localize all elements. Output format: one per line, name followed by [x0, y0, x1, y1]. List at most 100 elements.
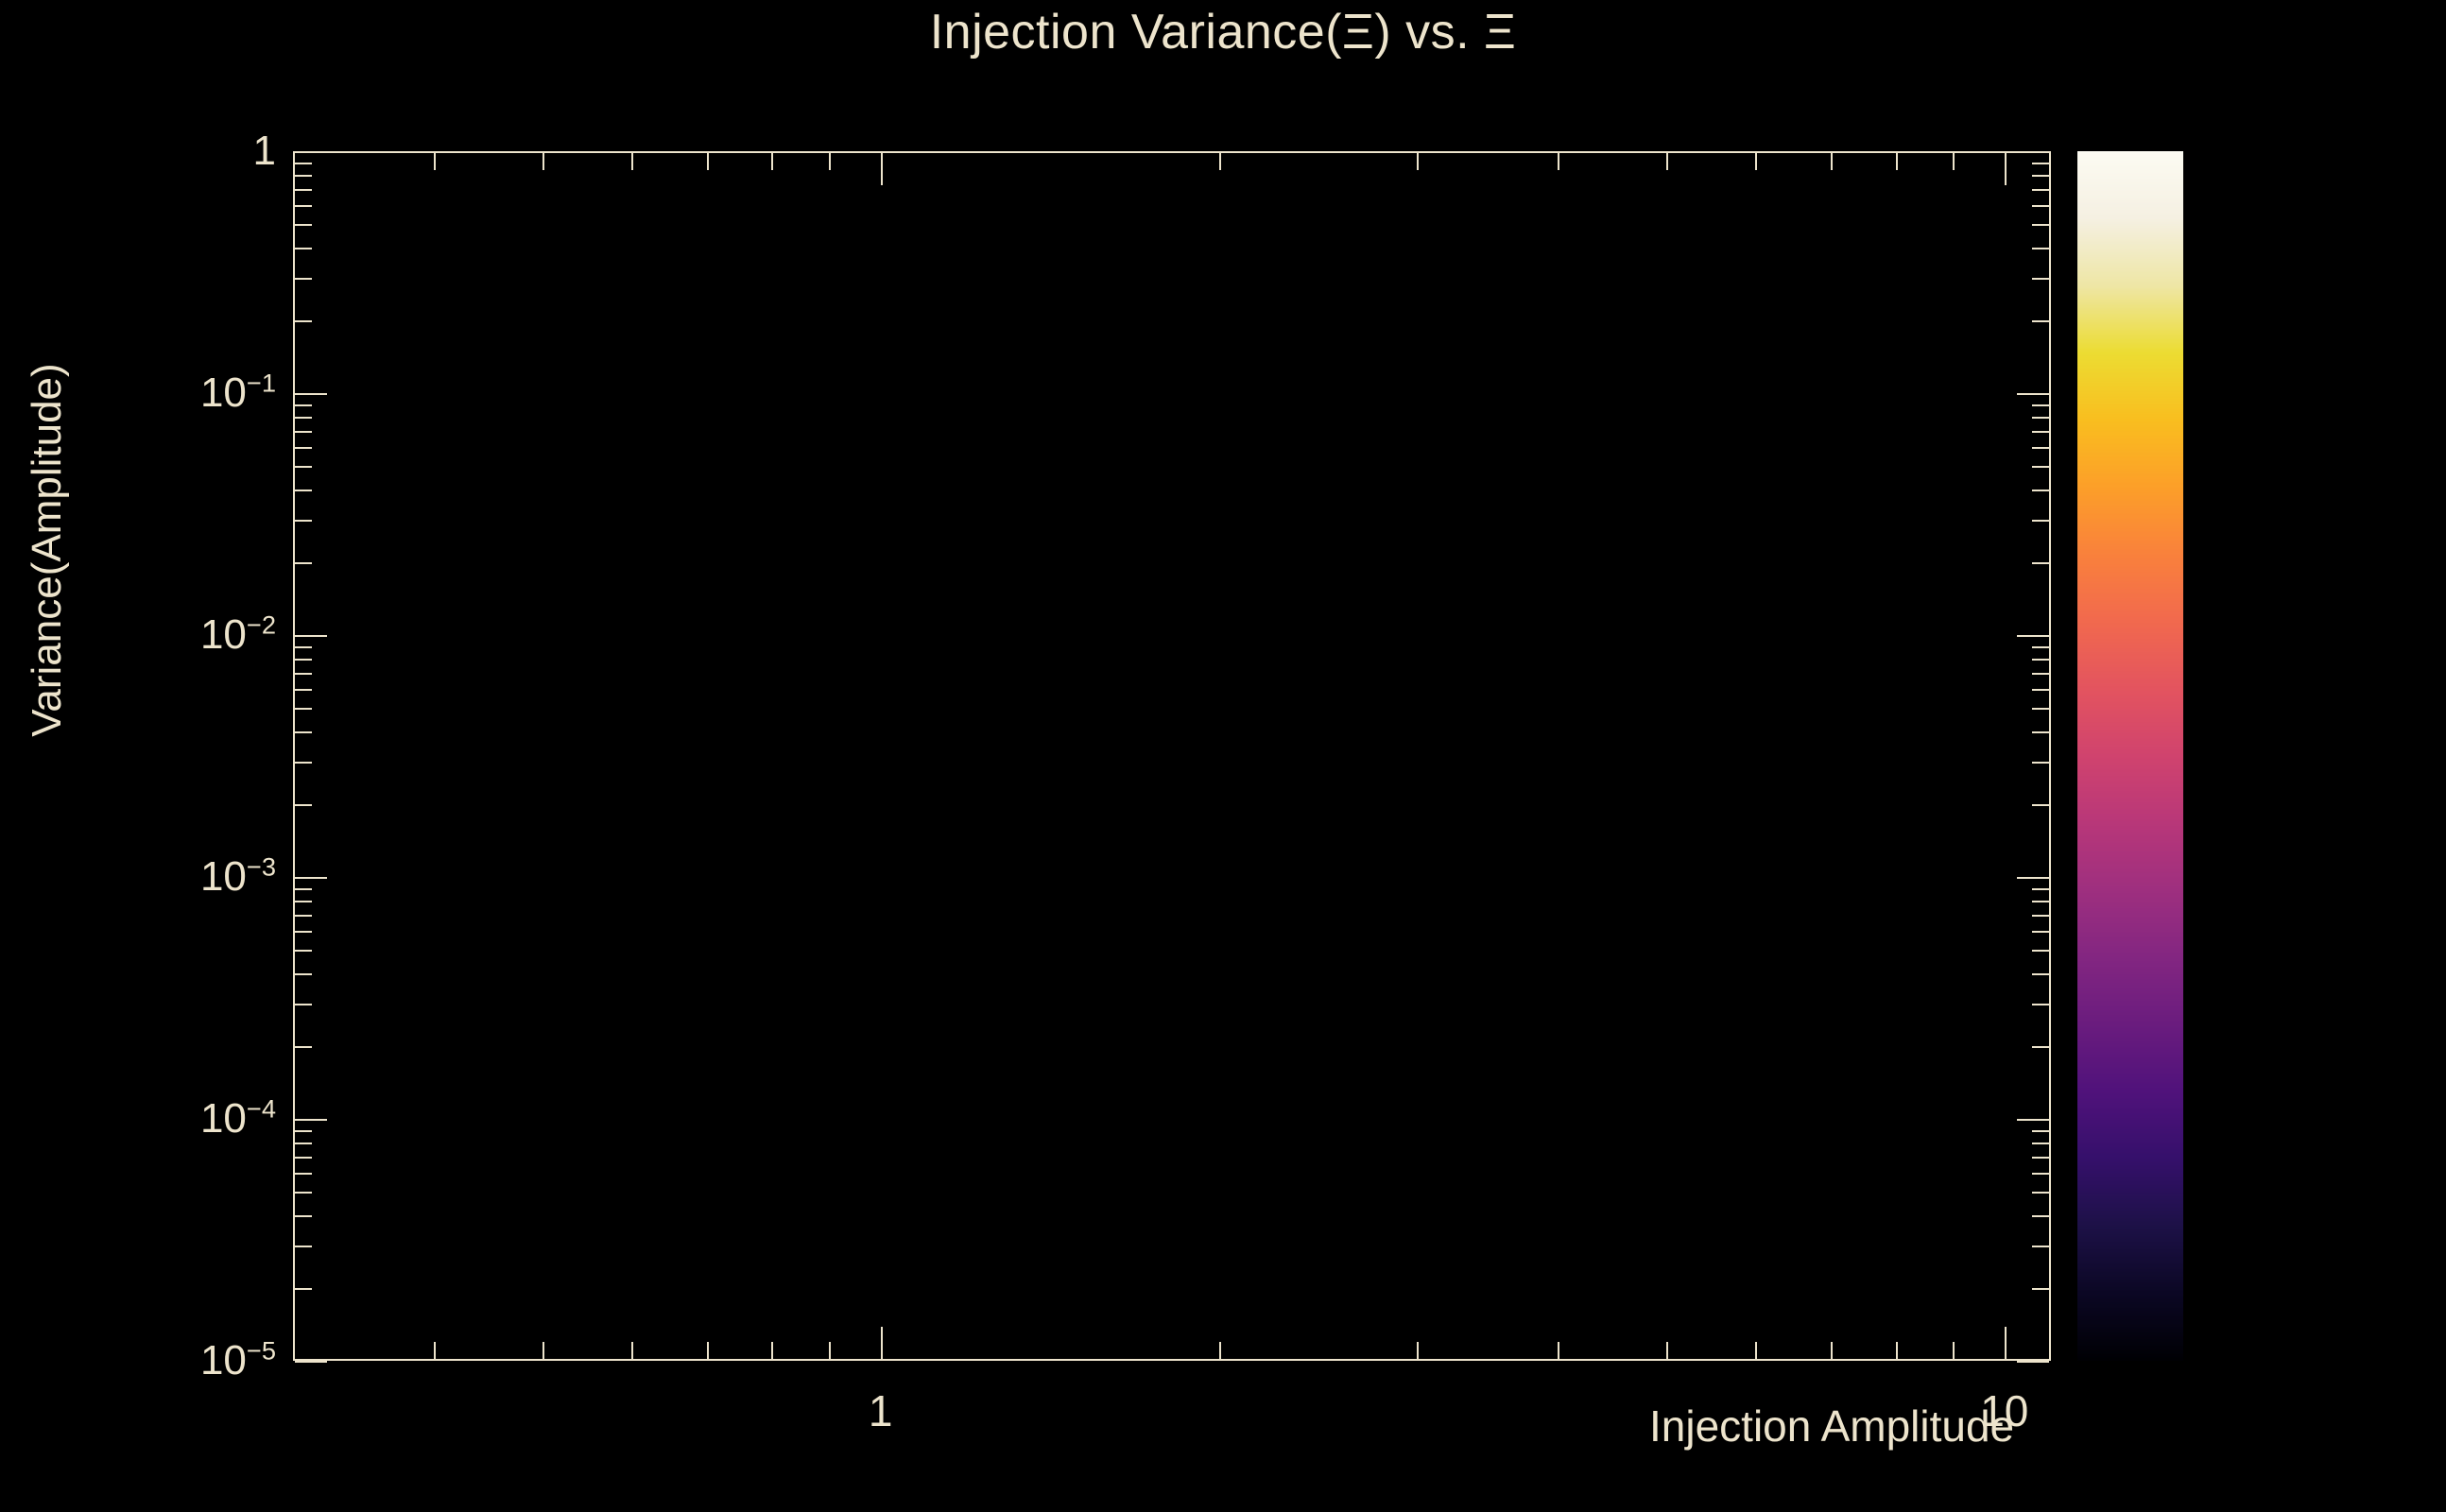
top-tick [2004, 153, 2007, 185]
left-tick [295, 224, 312, 227]
bottom-tick [1665, 1342, 1668, 1359]
top-tick [880, 153, 883, 185]
top-tick [1417, 153, 1420, 170]
bottom-tick [1754, 1342, 1757, 1359]
right-tick [2032, 730, 2049, 733]
right-tick [2032, 446, 2049, 449]
left-tick [295, 204, 312, 207]
left-tick [295, 416, 312, 419]
right-tick [2032, 1214, 2049, 1217]
right-tick [2032, 174, 2049, 177]
top-tick [771, 153, 774, 170]
right-tick [2032, 672, 2049, 675]
left-tick [295, 1245, 312, 1247]
y-tick-label: 1 [252, 128, 276, 174]
right-tick [2032, 803, 2049, 806]
colorbar-gradient [2077, 151, 2183, 1361]
heatmap-canvas [293, 151, 2051, 1361]
y-tick-label: 10−1 [199, 368, 276, 416]
top-tick [1754, 153, 1757, 170]
left-tick [295, 1192, 312, 1194]
right-tick [2032, 466, 2049, 469]
right-tick [2032, 1129, 2049, 1132]
right-tick [2032, 319, 2049, 322]
left-tick [295, 561, 312, 564]
right-tick [2032, 224, 2049, 227]
top-tick [1895, 153, 1898, 170]
left-tick [295, 658, 312, 661]
x-tick-label: 1 [868, 1386, 893, 1435]
left-tick [295, 188, 312, 191]
top-tick [1218, 153, 1221, 170]
x-axis-tick-labels: 1 10 [293, 1389, 2051, 1446]
left-tick [295, 1003, 312, 1005]
left-tick [295, 730, 312, 733]
right-tick [2032, 489, 2049, 491]
left-tick [295, 972, 312, 975]
right-tick [2032, 519, 2049, 522]
left-tick [295, 688, 312, 691]
left-tick [295, 1361, 327, 1363]
left-tick [295, 393, 327, 395]
left-tick [295, 635, 327, 637]
y-axis-title: Variance(Amplitude) [24, 363, 70, 737]
right-tick [2032, 1245, 2049, 1247]
bottom-tick [1953, 1342, 1955, 1359]
right-tick [2032, 277, 2049, 280]
top-tick [630, 153, 633, 170]
left-tick [295, 708, 312, 711]
top-tick [293, 153, 295, 170]
left-tick [295, 151, 327, 153]
y-tick-label: 10−2 [199, 610, 276, 658]
left-tick [295, 319, 312, 322]
right-tick [2032, 247, 2049, 249]
right-tick [2032, 162, 2049, 164]
bottom-tick [433, 1342, 436, 1359]
colorbar-tick-labels [2193, 151, 2420, 1361]
right-tick [2032, 204, 2049, 207]
left-tick [295, 672, 312, 675]
right-tick [2032, 188, 2049, 191]
right-tick [2032, 1142, 2049, 1144]
bottom-tick [771, 1342, 774, 1359]
right-tick [2017, 877, 2049, 879]
left-tick [295, 761, 312, 764]
left-tick [295, 1156, 312, 1159]
right-tick [2032, 404, 2049, 406]
right-tick [2032, 900, 2049, 902]
left-tick [295, 430, 312, 433]
y-tick-label: 10−3 [199, 851, 276, 900]
top-tick [829, 153, 832, 170]
y-tick-label: 10−5 [199, 1335, 276, 1383]
x-axis-title: Injection Amplitude [1649, 1401, 2015, 1451]
right-tick [2032, 430, 2049, 433]
bottom-tick [293, 1342, 295, 1359]
bottom-tick [1417, 1342, 1420, 1359]
right-tick [2032, 416, 2049, 419]
bottom-tick [1830, 1342, 1833, 1359]
left-tick [295, 645, 312, 648]
right-tick [2032, 645, 2049, 648]
left-tick [295, 277, 312, 280]
left-tick [295, 404, 312, 406]
left-tick [295, 877, 327, 879]
bottom-tick [880, 1327, 883, 1359]
right-tick [2017, 393, 2049, 395]
top-tick [1557, 153, 1559, 170]
right-tick [2032, 1003, 2049, 1005]
y-axis-tick-labels: 1 10−1 10−2 10−3 10−4 10−5 [113, 130, 276, 1382]
top-tick [433, 153, 436, 170]
bottom-tick [1895, 1342, 1898, 1359]
plot-area [293, 151, 2051, 1363]
top-tick [1665, 153, 1668, 170]
y-axis-line [293, 151, 295, 1361]
top-tick [706, 153, 709, 170]
right-tick [2032, 930, 2049, 933]
left-tick [295, 914, 312, 917]
right-tick [2032, 561, 2049, 564]
left-tick [295, 489, 312, 491]
right-tick [2032, 1172, 2049, 1175]
left-tick [295, 247, 312, 249]
left-tick [295, 950, 312, 953]
right-tick [2032, 1287, 2049, 1290]
